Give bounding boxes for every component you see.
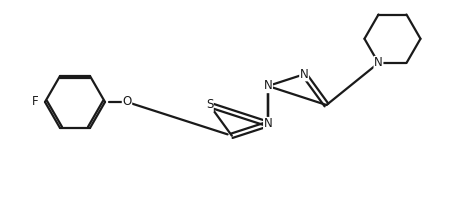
- Text: O: O: [122, 96, 131, 108]
- Text: F: F: [32, 96, 39, 108]
- Text: N: N: [263, 118, 272, 130]
- Text: N: N: [373, 57, 382, 69]
- Text: S: S: [205, 99, 213, 112]
- Text: N: N: [263, 80, 272, 93]
- Text: N: N: [263, 80, 272, 93]
- Text: N: N: [299, 68, 308, 81]
